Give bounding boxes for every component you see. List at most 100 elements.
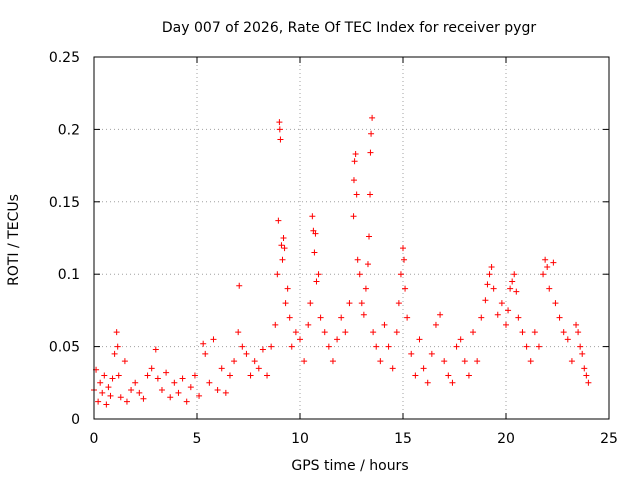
- data-point: [583, 372, 590, 379]
- data-point: [312, 230, 319, 237]
- data-point: [163, 369, 170, 376]
- data-point: [369, 114, 376, 121]
- data-point: [445, 372, 452, 379]
- data-point: [424, 379, 431, 386]
- data-point: [279, 256, 286, 263]
- data-point: [305, 321, 312, 328]
- data-point: [449, 379, 456, 386]
- data-point: [121, 358, 128, 365]
- data-point: [484, 281, 491, 288]
- data-point: [152, 346, 159, 353]
- data-point: [259, 346, 266, 353]
- data-point: [117, 394, 124, 401]
- data-point: [350, 177, 357, 184]
- data-point: [334, 336, 341, 343]
- data-point: [416, 336, 423, 343]
- data-point: [367, 149, 374, 156]
- x-axis-label: GPS time / hours: [291, 458, 408, 474]
- data-point: [385, 343, 392, 350]
- data-point: [367, 191, 374, 198]
- data-point: [154, 375, 161, 382]
- chart-title: Day 007 of 2026, Rate Of TEC Index for r…: [162, 20, 536, 36]
- data-point: [465, 372, 472, 379]
- data-point: [552, 300, 559, 307]
- data-point: [275, 217, 282, 224]
- data-point: [95, 398, 102, 405]
- data-point: [568, 358, 575, 365]
- data-point: [311, 249, 318, 256]
- data-point: [103, 401, 110, 408]
- data-point: [297, 336, 303, 343]
- data-point: [301, 358, 308, 365]
- data-point: [264, 372, 271, 379]
- data-point: [350, 213, 357, 220]
- data-point: [540, 271, 547, 278]
- x-tick-label: 15: [394, 431, 412, 447]
- data-point: [218, 365, 225, 372]
- data-point: [366, 233, 373, 240]
- data-point: [148, 365, 155, 372]
- data-point: [276, 126, 283, 133]
- data-point: [470, 329, 477, 336]
- data-point: [556, 314, 563, 321]
- data-point: [123, 398, 130, 405]
- data-point: [575, 329, 582, 336]
- data-point: [268, 343, 275, 350]
- data-point: [404, 314, 411, 321]
- data-point: [362, 285, 369, 292]
- y-axis-label: ROTI / TECUs: [6, 194, 22, 286]
- data-point: [136, 389, 143, 396]
- data-point: [401, 256, 408, 263]
- data-point: [276, 119, 283, 126]
- data-points: [91, 114, 592, 408]
- data-point: [247, 372, 254, 379]
- data-point: [144, 372, 151, 379]
- data-point: [309, 213, 316, 220]
- data-point: [579, 350, 586, 357]
- y-tick-label: 0.1: [58, 267, 80, 283]
- data-point: [214, 387, 221, 394]
- data-point: [542, 256, 549, 263]
- data-point: [132, 379, 139, 386]
- data-point: [101, 372, 108, 379]
- data-point: [107, 392, 114, 399]
- data-point: [114, 343, 121, 350]
- data-point: [560, 329, 567, 336]
- x-tick-label: 20: [497, 431, 515, 447]
- data-point: [494, 311, 501, 318]
- x-tick-label: 0: [90, 431, 99, 447]
- data-point: [441, 358, 448, 365]
- data-point: [577, 343, 584, 350]
- data-point: [202, 350, 209, 357]
- data-point: [402, 285, 409, 292]
- y-tick-label: 0.25: [49, 50, 80, 66]
- data-point: [317, 314, 324, 321]
- data-point: [282, 300, 289, 307]
- x-tick-labels: 0 5 10 15 20 25: [90, 431, 618, 447]
- y-tick-label: 0.2: [58, 122, 80, 138]
- data-point: [236, 282, 243, 289]
- data-point: [354, 256, 361, 263]
- data-point: [231, 358, 238, 365]
- data-point: [523, 343, 530, 350]
- data-point: [564, 336, 571, 343]
- data-point: [200, 340, 207, 347]
- data-point: [486, 271, 493, 278]
- data-point: [235, 329, 242, 336]
- data-point: [239, 343, 246, 350]
- data-point: [196, 392, 203, 399]
- data-point: [329, 358, 336, 365]
- grid: [94, 57, 609, 419]
- data-point: [179, 375, 186, 382]
- data-point: [278, 242, 285, 249]
- data-point: [581, 365, 588, 372]
- data-point: [453, 343, 460, 350]
- data-point: [457, 336, 464, 343]
- data-point: [115, 372, 122, 379]
- data-point: [397, 271, 404, 278]
- data-point: [535, 343, 542, 350]
- data-point: [428, 350, 435, 357]
- data-point: [272, 321, 279, 328]
- data-point: [128, 387, 135, 394]
